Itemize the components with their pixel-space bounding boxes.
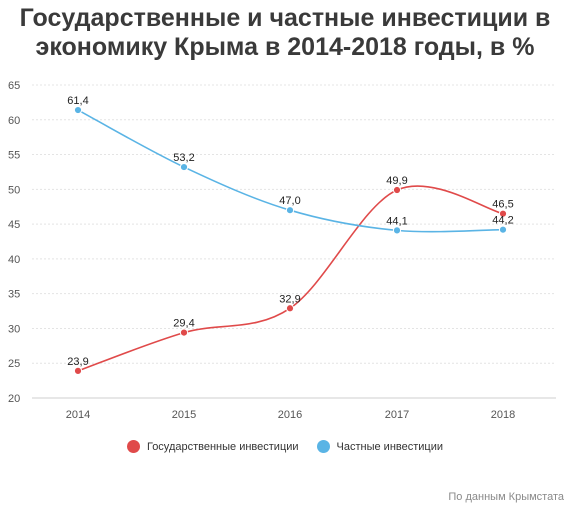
x-tick-label: 2016 (278, 409, 302, 421)
source-note: По данным Крымстата (448, 491, 564, 503)
data-label: 53,2 (173, 152, 194, 164)
y-tick-label: 25 (8, 358, 20, 370)
legend-swatch-private (316, 440, 330, 453)
data-label: 44,2 (492, 215, 513, 227)
data-point[interactable] (498, 225, 508, 234)
grid-lines (32, 84, 556, 399)
data-point[interactable] (392, 226, 402, 235)
data-point[interactable] (392, 185, 402, 195)
data-point[interactable] (179, 162, 189, 172)
series-points (73, 105, 508, 375)
legend-swatch-government (126, 440, 140, 453)
data-point[interactable] (73, 105, 83, 115)
data-point[interactable] (179, 328, 189, 337)
data-label: 49,9 (386, 175, 407, 187)
y-tick-label: 50 (8, 184, 20, 196)
data-point[interactable] (285, 206, 295, 215)
legend-label-private: Частные инвестиции (336, 440, 444, 453)
data-label: 47,0 (279, 195, 300, 207)
y-tick-label: 35 (8, 289, 20, 301)
data-label: 44,1 (386, 215, 407, 227)
data-label: 46,5 (492, 199, 513, 211)
x-axis-ticks: 2014 2015 2016 2017 2018 (66, 409, 515, 421)
y-tick-label: 40 (8, 254, 20, 266)
y-axis-ticks: 20 25 30 35 40 45 50 55 60 65 (8, 80, 20, 405)
y-tick-label: 55 (8, 150, 20, 162)
legend: Государственные инвестиции Частные инвес… (0, 440, 570, 453)
chart-title: Государственные и частные инвестиции в э… (19, 4, 551, 61)
data-point[interactable] (498, 209, 508, 218)
x-tick-label: 2014 (66, 409, 90, 421)
data-label: 29,4 (173, 318, 194, 330)
x-tick-label: 2017 (385, 409, 409, 421)
legend-label-government: Государственные инвестиции (146, 440, 299, 453)
y-tick-label: 60 (8, 115, 20, 127)
y-tick-label: 30 (8, 323, 20, 335)
data-label: 61,4 (67, 95, 88, 107)
data-point[interactable] (73, 366, 83, 375)
y-tick-label: 45 (8, 219, 20, 231)
y-tick-label: 20 (8, 393, 20, 405)
legend-item-private[interactable]: Частные инвестиции (316, 440, 444, 453)
data-label: 23,9 (67, 356, 88, 368)
series-lines (77, 109, 504, 372)
x-tick-label: 2018 (491, 409, 515, 421)
y-tick-label: 65 (8, 80, 20, 92)
x-tick-label: 2015 (172, 409, 196, 421)
data-label: 32,9 (279, 293, 300, 305)
legend-item-government[interactable]: Государственные инвестиции (126, 440, 299, 453)
data-labels: 23,9 29,4 32,9 49,9 46,5 61,4 53,2 47,0 44,1 44,2 (67, 95, 513, 368)
data-point[interactable] (285, 304, 295, 313)
